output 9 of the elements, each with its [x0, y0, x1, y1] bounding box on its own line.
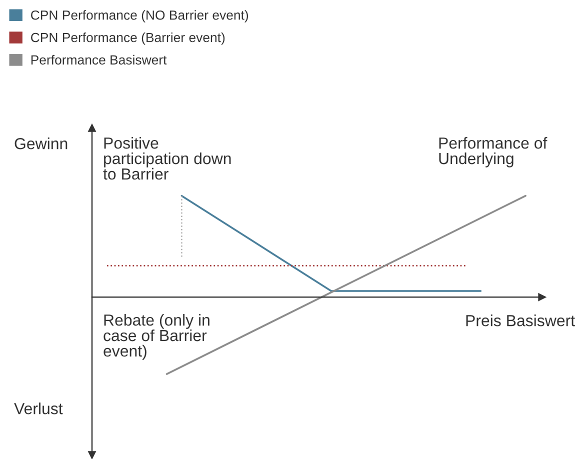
legend-label: Performance Basiswert — [31, 54, 167, 65]
text: Gewinn — [14, 138, 68, 150]
annotation: Rebate (only in case of Barrier event) — [104, 314, 210, 360]
legend-label: CPN Performance (Barrier event) — [31, 32, 225, 45]
x-axis-title: Preis Basiswert — [466, 314, 575, 326]
text: Positive participation down to Barrier — [103, 137, 231, 180]
legend-label: CPN Performance (NO Barrier event) — [31, 10, 248, 22]
text: Performance of Underlying — [439, 137, 548, 168]
text: Verlust — [14, 402, 63, 414]
